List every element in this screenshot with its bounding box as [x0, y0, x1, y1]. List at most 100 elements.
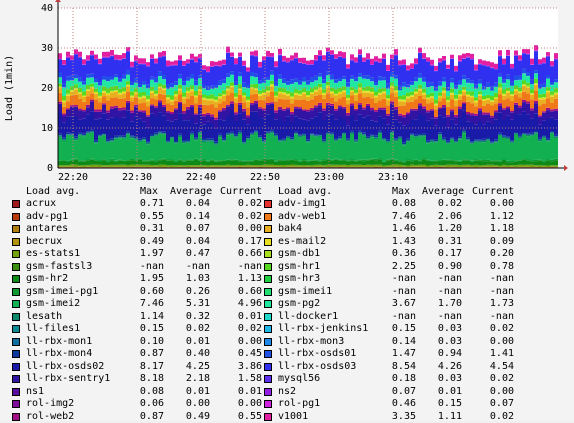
legend-current-value: 0.00 — [222, 223, 262, 235]
legend-series-name: ll-rbx-jenkins1 — [278, 323, 368, 335]
legend-series-name: gsm-pg2 — [278, 298, 320, 310]
legend-series-name: es-stats1 — [26, 248, 80, 260]
legend-current-value: 0.02 — [222, 198, 262, 210]
legend-current-value: 0.01 — [222, 311, 262, 323]
legend-series-name: ll-rbx-osds01 — [278, 348, 356, 360]
legend-row-ll-docker1: ll-docker1-nan-nan-nan — [264, 311, 544, 323]
legend-max-value: 0.10 — [124, 336, 164, 348]
legend-max-value: -nan — [376, 273, 416, 285]
legend-average-value: 5.31 — [170, 298, 210, 310]
legend-average-value: 0.03 — [422, 323, 462, 335]
legend-swatch — [12, 213, 20, 221]
legend-max-value: 0.06 — [124, 398, 164, 410]
legend-header-current: Current — [220, 186, 262, 197]
legend-max-value: 0.15 — [124, 323, 164, 335]
legend-average-value: 4.26 — [422, 361, 462, 373]
legend-max-value: 1.14 — [124, 311, 164, 323]
legend-max-value: 0.49 — [124, 236, 164, 248]
legend-series-name: ll-rbx-sentry1 — [26, 373, 110, 385]
legend-swatch — [264, 325, 272, 333]
legend-max-value: 8.17 — [124, 361, 164, 373]
legend-max-value: 1.47 — [376, 348, 416, 360]
y-tick-label: 10 — [41, 123, 53, 134]
legend-max-value: 0.55 — [124, 211, 164, 223]
legend-swatch — [264, 213, 272, 221]
legend-swatch — [264, 338, 272, 346]
legend-average-value: 0.02 — [422, 198, 462, 210]
legend-current-value: 4.54 — [474, 361, 514, 373]
legend-max-value: 0.87 — [124, 348, 164, 360]
legend-series-name: gsm-hr2 — [26, 273, 68, 285]
legend-current-value: 1.13 — [222, 273, 262, 285]
legend-swatch — [12, 375, 20, 383]
legend-average-value: 0.26 — [170, 286, 210, 298]
legend-series-name: es-mail2 — [278, 236, 326, 248]
legend-swatch — [12, 275, 20, 283]
legend-average-value: 0.94 — [422, 348, 462, 360]
x-tick-label: 23:10 — [378, 172, 408, 183]
legend-series-name: gsm-db1 — [278, 248, 320, 260]
legend-header-current: Current — [472, 186, 514, 197]
legend-header-name: Load avg. — [278, 186, 332, 197]
legend-swatch — [12, 250, 20, 258]
legend-row-gsm-fastsl3: gsm-fastsl3-nan-nan-nan — [12, 261, 292, 273]
legend-average-value: 0.02 — [170, 323, 210, 335]
legend-series-name: mysql56 — [278, 373, 320, 385]
legend-current-value: 0.01 — [222, 386, 262, 398]
legend-max-value: 3.67 — [376, 298, 416, 310]
legend-current-value: 0.02 — [222, 323, 262, 335]
series-areas — [58, 45, 558, 168]
legend-max-value: 1.43 — [376, 236, 416, 248]
legend-average-value: 0.03 — [422, 336, 462, 348]
legend-average-value: 0.14 — [170, 211, 210, 223]
legend-swatch — [264, 288, 272, 296]
legend-swatch — [264, 225, 272, 233]
legend-average-value: -nan — [422, 273, 462, 285]
legend-current-value: 0.07 — [474, 398, 514, 410]
legend-average-value: 0.90 — [422, 261, 462, 273]
legend-swatch — [12, 325, 20, 333]
legend-max-value: 8.18 — [124, 373, 164, 385]
legend-current-value: 1.41 — [474, 348, 514, 360]
legend-swatch — [12, 388, 20, 396]
legend-swatch — [12, 288, 20, 296]
legend-max-value: 0.07 — [376, 386, 416, 398]
legend-series-name: rol-img2 — [26, 398, 74, 410]
legend-average-value: 0.32 — [170, 311, 210, 323]
legend-average-value: 0.01 — [422, 386, 462, 398]
legend-average-value: 0.17 — [422, 248, 462, 260]
legend-series-name: ll-rbx-mon4 — [26, 348, 92, 360]
x-tick-label: 22:40 — [186, 172, 216, 183]
legend-max-value: 0.14 — [376, 336, 416, 348]
legend-series-name: bak4 — [278, 223, 302, 235]
legend-max-value: 0.08 — [124, 386, 164, 398]
legend-current-value: 0.17 — [222, 236, 262, 248]
legend-current-value: 0.00 — [474, 198, 514, 210]
legend-current-value: 1.18 — [474, 223, 514, 235]
legend-series-name: adv-img1 — [278, 198, 326, 210]
legend-max-value: 1.97 — [124, 248, 164, 260]
legend-average-value: 0.15 — [422, 398, 462, 410]
legend-header-average: Average — [422, 186, 464, 197]
x-tick-label: 22:30 — [122, 172, 152, 183]
legend-average-value: 0.40 — [170, 348, 210, 360]
legend-swatch — [12, 338, 20, 346]
legend-average-value: 0.03 — [422, 373, 462, 385]
x-tick-label: 22:20 — [58, 172, 88, 183]
x-tick-label: 22:50 — [250, 172, 280, 183]
legend-max-value: 1.95 — [124, 273, 164, 285]
